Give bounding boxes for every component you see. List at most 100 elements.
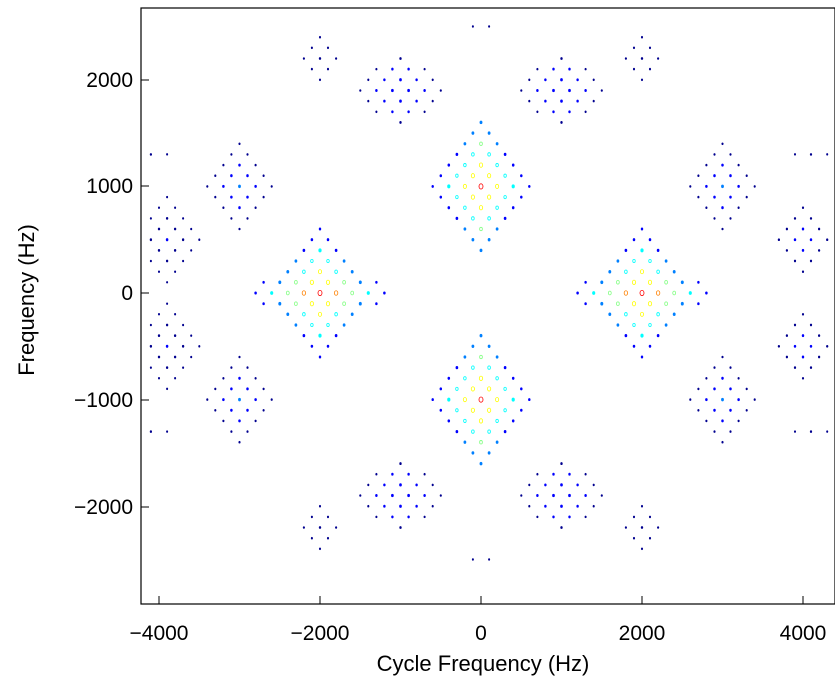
contour-point: [246, 366, 249, 369]
contour-point: [656, 333, 660, 338]
contour-point: [471, 429, 475, 434]
contour-point: [399, 462, 402, 466]
contour-point: [166, 430, 169, 433]
contour-point: [785, 227, 789, 231]
contour-point: [487, 386, 492, 392]
y-tick-label: −1000: [74, 389, 133, 412]
contour-point: [173, 355, 177, 359]
contour-point: [230, 174, 233, 178]
contour-point: [391, 110, 394, 114]
contour-point: [455, 173, 459, 178]
contour-point: [206, 185, 209, 188]
contour-point: [568, 515, 571, 519]
contour-point: [222, 206, 225, 210]
contour-point: [560, 120, 563, 124]
contour-point: [439, 408, 443, 412]
contour-point: [463, 355, 467, 359]
contour-point: [640, 355, 644, 359]
contour-point: [334, 269, 338, 274]
contour-point: [399, 120, 402, 124]
contour-point: [166, 387, 169, 391]
contour-point: [647, 301, 653, 307]
contour-point: [689, 185, 692, 188]
contour-point: [793, 430, 797, 433]
contour-point: [246, 195, 249, 199]
y-axis: −2000 −1000 0 1000 2000: [74, 69, 149, 519]
contour-point: [190, 334, 193, 337]
contour-point: [721, 142, 724, 146]
contour-point: [447, 376, 451, 380]
contour-point: [552, 515, 555, 519]
contour-point: [495, 142, 499, 146]
contour-point: [254, 184, 257, 188]
contour-point: [174, 313, 177, 316]
contour-point: [528, 78, 531, 82]
contour-point: [536, 67, 539, 71]
contour-point: [640, 526, 644, 529]
x-tick-label: −4000: [130, 622, 189, 645]
contour-point: [495, 205, 499, 210]
contour-point: [809, 430, 813, 433]
contour-point: [616, 301, 620, 306]
contour-point: [576, 291, 579, 295]
contour-point: [423, 67, 426, 71]
y-tick-label: 0: [121, 282, 133, 305]
contour-point: [632, 67, 636, 71]
contour-point: [149, 153, 153, 156]
contour-point: [317, 311, 322, 317]
contour-point: [552, 110, 555, 114]
contour-point: [431, 78, 434, 82]
contour-point: [672, 269, 676, 274]
contour-point: [478, 375, 484, 381]
contour-point: [286, 269, 290, 274]
contour-point: [648, 515, 652, 519]
contour-point: [157, 377, 161, 380]
contour-point: [487, 152, 491, 157]
contour-point: [511, 419, 515, 423]
contour-point: [487, 237, 491, 242]
contour-point: [656, 248, 660, 252]
contour-point: [745, 387, 748, 391]
contour-point: [455, 195, 459, 200]
contour-point: [302, 333, 306, 338]
contour-point: [536, 515, 539, 519]
contour-point: [447, 163, 451, 167]
contour-point: [817, 334, 821, 337]
contour-point: [560, 526, 563, 529]
contour-point: [809, 259, 813, 263]
contour-point: [495, 397, 500, 403]
contour-point: [439, 494, 442, 497]
contour-point: [656, 57, 660, 60]
contour-point: [793, 323, 797, 327]
contour-point: [399, 526, 402, 529]
contour-point: [367, 78, 370, 82]
contour-point: [174, 270, 177, 273]
contour-point: [487, 173, 492, 179]
contour-point: [729, 174, 732, 178]
contour-point: [326, 344, 330, 348]
contour-point: [721, 206, 724, 210]
contour-point: [262, 195, 265, 199]
contour-point: [318, 547, 322, 551]
contour-point: [664, 259, 668, 263]
contour-point: [431, 504, 434, 508]
contour-point: [777, 344, 781, 348]
contour-point: [359, 89, 362, 92]
contour-point: [640, 57, 644, 60]
contour-point: [285, 290, 290, 296]
contour-point: [495, 355, 499, 359]
contour-point: [391, 493, 394, 498]
contour-point: [309, 279, 314, 285]
contour-point: [624, 526, 628, 529]
contour-point: [399, 57, 402, 60]
contour-point: [745, 195, 748, 199]
contour-point: [149, 259, 152, 263]
contour-point: [463, 418, 467, 423]
contour-point: [190, 227, 193, 231]
contour-point: [423, 110, 426, 114]
contour-point: [503, 408, 507, 413]
contour-point: [375, 515, 378, 519]
contour-point: [278, 280, 282, 285]
contour-point: [157, 355, 161, 359]
